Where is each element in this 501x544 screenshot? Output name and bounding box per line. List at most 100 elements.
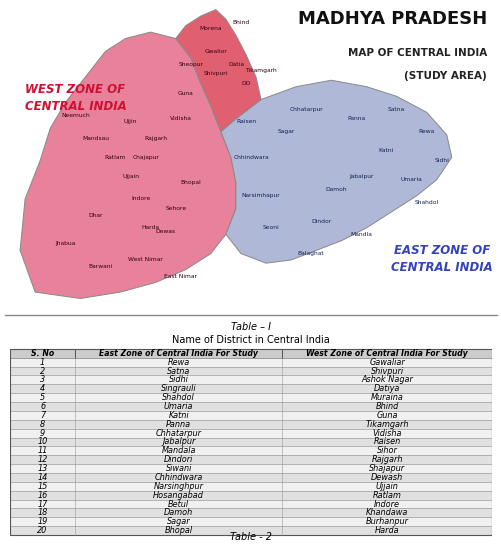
- Text: Mandala: Mandala: [161, 446, 195, 455]
- Text: 3: 3: [40, 375, 45, 385]
- Text: Jhabua: Jhabua: [55, 242, 75, 246]
- Text: Shivpuri: Shivpuri: [370, 367, 403, 375]
- Text: Raisen: Raisen: [235, 120, 256, 125]
- FancyBboxPatch shape: [10, 402, 491, 411]
- FancyBboxPatch shape: [10, 437, 491, 447]
- Text: 11: 11: [38, 446, 48, 455]
- Text: Tikamgarh: Tikamgarh: [365, 420, 408, 429]
- FancyBboxPatch shape: [10, 358, 491, 367]
- FancyBboxPatch shape: [10, 429, 491, 437]
- Text: 14: 14: [38, 473, 48, 482]
- Text: Sheopur: Sheopur: [178, 61, 203, 67]
- Text: Vidisha: Vidisha: [169, 116, 191, 121]
- Text: (STUDY AREA): (STUDY AREA): [403, 71, 486, 81]
- Text: Dewas: Dewas: [155, 228, 175, 233]
- FancyBboxPatch shape: [10, 464, 491, 473]
- Text: Neemuch: Neemuch: [61, 113, 90, 118]
- Text: Hosangabad: Hosangabad: [153, 491, 204, 500]
- FancyBboxPatch shape: [10, 491, 491, 499]
- Text: Sagar: Sagar: [277, 129, 294, 134]
- Text: East Zone of Central India For Study: East Zone of Central India For Study: [99, 349, 258, 358]
- Text: Betul: Betul: [168, 499, 189, 509]
- Text: WEST ZONE OF
CENTRAL INDIA: WEST ZONE OF CENTRAL INDIA: [25, 83, 127, 114]
- Text: Chhatarpur: Chhatarpur: [289, 107, 323, 112]
- Text: Sagar: Sagar: [166, 517, 190, 526]
- Text: Tikamgarh: Tikamgarh: [244, 68, 277, 73]
- Text: Bhopal: Bhopal: [180, 181, 201, 186]
- Text: Morena: Morena: [199, 27, 221, 32]
- Text: Shajapur: Shajapur: [368, 464, 404, 473]
- Text: Ratlam: Ratlam: [105, 155, 126, 160]
- Text: Siwani: Siwani: [165, 464, 191, 473]
- Text: Shahdol: Shahdol: [162, 393, 195, 402]
- Text: Narsinghpur: Narsinghpur: [153, 482, 203, 491]
- Text: 6: 6: [40, 402, 45, 411]
- Text: Sidhi: Sidhi: [168, 375, 188, 385]
- Text: Gawaliar: Gawaliar: [369, 357, 404, 367]
- Text: Rewa: Rewa: [167, 357, 189, 367]
- Text: 9: 9: [40, 429, 45, 437]
- Text: EAST ZONE OF
CENTRAL INDIA: EAST ZONE OF CENTRAL INDIA: [390, 244, 491, 274]
- FancyBboxPatch shape: [10, 420, 491, 429]
- Text: 1: 1: [40, 357, 45, 367]
- Text: Chajapur: Chajapur: [132, 155, 159, 160]
- Text: Shivpuri: Shivpuri: [203, 71, 227, 76]
- Text: Seoni: Seoni: [262, 225, 279, 230]
- Polygon shape: [220, 81, 451, 263]
- Text: Ratlam: Ratlam: [372, 491, 401, 500]
- Text: Ujjin: Ujjin: [124, 120, 137, 125]
- Text: Indore: Indore: [131, 196, 150, 201]
- Text: Chhindwara: Chhindwara: [154, 473, 202, 482]
- Text: 16: 16: [38, 491, 48, 500]
- Text: Burhanpur: Burhanpur: [365, 517, 408, 526]
- Text: Mandsau: Mandsau: [82, 135, 109, 140]
- Text: Jabalpur: Jabalpur: [349, 174, 373, 179]
- Text: 4: 4: [40, 384, 45, 393]
- Text: Table – I: Table – I: [230, 322, 271, 332]
- Text: West Nimar: West Nimar: [128, 257, 163, 262]
- FancyBboxPatch shape: [10, 499, 491, 509]
- Text: Shahdol: Shahdol: [414, 200, 438, 205]
- Text: Name of District in Central India: Name of District in Central India: [172, 336, 329, 345]
- Text: 17: 17: [38, 499, 48, 509]
- Text: Chhindwara: Chhindwara: [233, 155, 268, 160]
- FancyBboxPatch shape: [10, 349, 491, 358]
- Text: Damoh: Damoh: [325, 187, 347, 192]
- FancyBboxPatch shape: [10, 526, 491, 535]
- Text: Sehore: Sehore: [165, 206, 186, 211]
- Text: Jabalpur: Jabalpur: [162, 437, 195, 447]
- Text: Harda: Harda: [374, 526, 399, 535]
- Text: 2: 2: [40, 367, 45, 375]
- FancyBboxPatch shape: [10, 375, 491, 384]
- Text: 8: 8: [40, 420, 45, 429]
- Text: Rajgarh: Rajgarh: [371, 455, 402, 464]
- FancyBboxPatch shape: [10, 455, 491, 464]
- FancyBboxPatch shape: [10, 509, 491, 517]
- Text: Ujjain: Ujjain: [375, 482, 398, 491]
- Text: Guna: Guna: [376, 411, 397, 420]
- FancyBboxPatch shape: [10, 411, 491, 420]
- FancyBboxPatch shape: [10, 473, 491, 482]
- Text: 15: 15: [38, 482, 48, 491]
- Text: Sidhi: Sidhi: [433, 158, 448, 163]
- Text: Vidisha: Vidisha: [372, 429, 401, 437]
- Text: Katni: Katni: [378, 149, 393, 153]
- Text: Narsimhapur: Narsimhapur: [241, 193, 280, 198]
- Text: Mandla: Mandla: [350, 232, 372, 237]
- Text: Rajgarh: Rajgarh: [144, 135, 167, 140]
- Text: 12: 12: [38, 455, 48, 464]
- FancyBboxPatch shape: [10, 482, 491, 491]
- Text: MADHYA PRADESH: MADHYA PRADESH: [297, 10, 486, 28]
- Text: Dindor: Dindor: [311, 219, 331, 224]
- Text: West Zone of Central India For Study: West Zone of Central India For Study: [306, 349, 467, 358]
- Text: Raisen: Raisen: [373, 437, 400, 447]
- Text: Bhind: Bhind: [232, 20, 249, 25]
- Text: DO: DO: [241, 81, 250, 86]
- Text: 19: 19: [38, 517, 48, 526]
- Text: 13: 13: [38, 464, 48, 473]
- Text: Muraina: Muraina: [370, 393, 403, 402]
- Text: Singrauli: Singrauli: [161, 384, 196, 393]
- Text: Panna: Panna: [166, 420, 191, 429]
- FancyBboxPatch shape: [10, 393, 491, 402]
- Text: Rewa: Rewa: [418, 129, 434, 134]
